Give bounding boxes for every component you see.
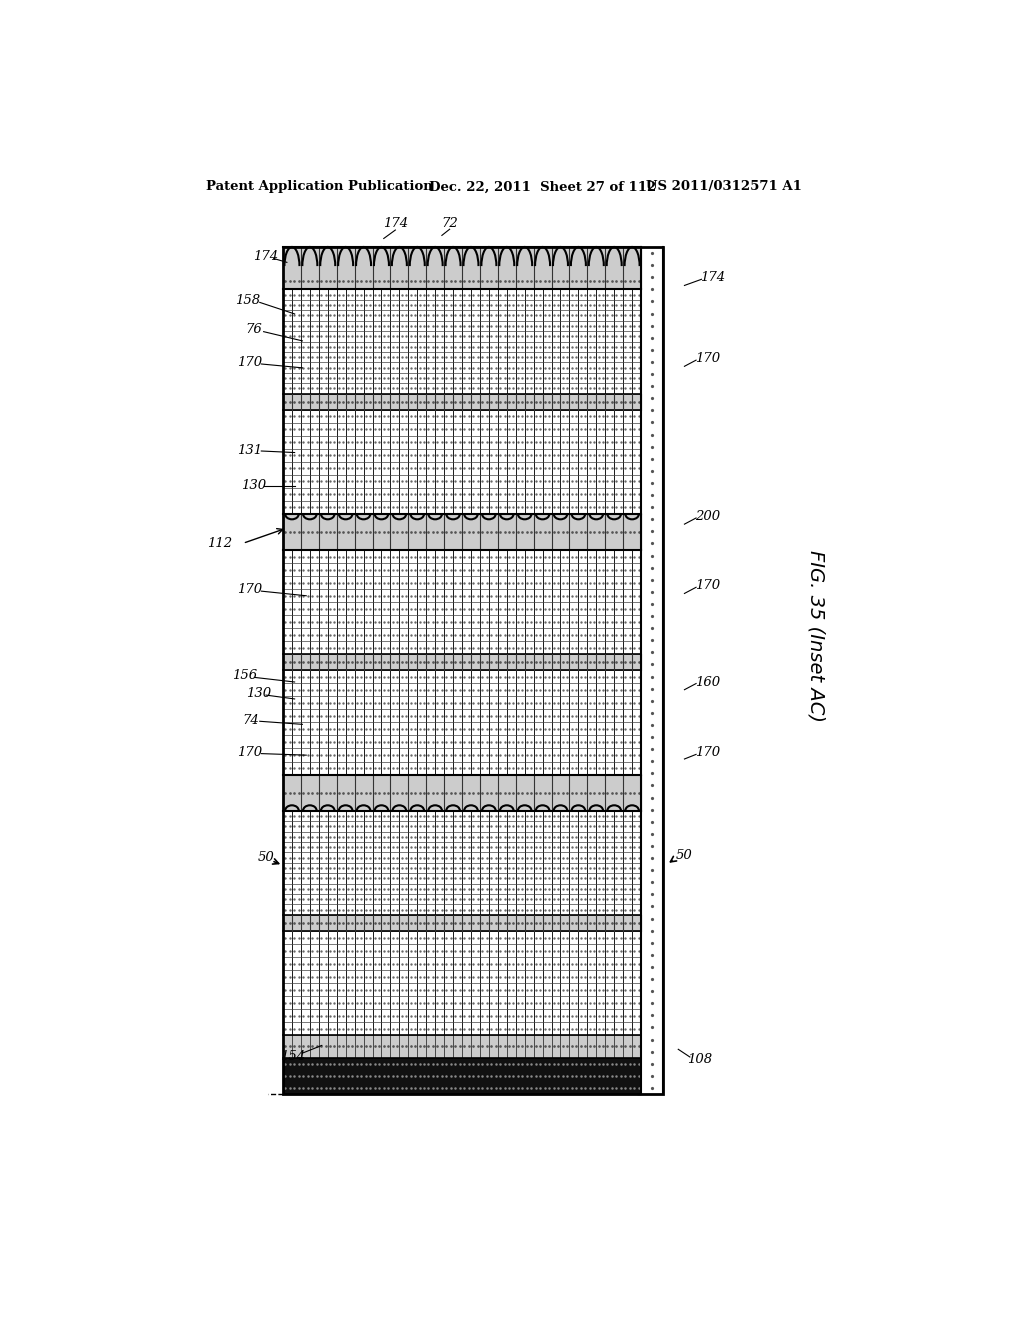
Text: 131: 131 xyxy=(238,445,262,458)
Bar xyxy=(283,655,641,671)
Bar xyxy=(283,550,641,655)
Bar xyxy=(283,247,663,1094)
Text: 74: 74 xyxy=(242,714,259,727)
Text: 170: 170 xyxy=(238,356,262,370)
Bar xyxy=(283,931,641,1035)
Bar xyxy=(283,409,641,513)
Text: Dec. 22, 2011  Sheet 27 of 112: Dec. 22, 2011 Sheet 27 of 112 xyxy=(429,181,656,194)
Text: 170: 170 xyxy=(238,583,262,597)
Bar xyxy=(283,1035,641,1057)
Text: 112: 112 xyxy=(207,537,232,550)
Bar xyxy=(283,513,641,550)
Text: 174: 174 xyxy=(383,218,408,231)
Text: 170: 170 xyxy=(695,746,720,759)
Text: 156: 156 xyxy=(231,669,257,682)
Text: 158: 158 xyxy=(236,294,261,308)
Text: 108: 108 xyxy=(687,1053,713,1065)
Bar xyxy=(283,247,663,1094)
Text: 50: 50 xyxy=(676,849,693,862)
Text: Patent Application Publication: Patent Application Publication xyxy=(206,181,432,194)
Text: 76: 76 xyxy=(245,323,262,335)
Bar xyxy=(283,1057,641,1094)
Text: 50: 50 xyxy=(258,851,274,865)
Text: 174: 174 xyxy=(700,271,726,284)
Bar xyxy=(283,775,641,810)
Text: 170: 170 xyxy=(695,579,720,593)
Text: 72: 72 xyxy=(441,218,458,231)
Text: 160: 160 xyxy=(695,676,720,689)
Text: 130: 130 xyxy=(241,479,266,492)
Bar xyxy=(283,915,641,931)
Bar xyxy=(283,810,641,915)
Text: 130: 130 xyxy=(246,686,270,700)
Text: 170: 170 xyxy=(695,352,720,366)
Text: 174: 174 xyxy=(253,249,278,263)
Text: 154: 154 xyxy=(281,1051,305,1064)
Bar xyxy=(283,289,641,393)
Text: US 2011/0312571 A1: US 2011/0312571 A1 xyxy=(646,181,802,194)
Bar xyxy=(641,247,663,1094)
Text: 170: 170 xyxy=(238,746,262,759)
Bar xyxy=(283,393,641,409)
Text: FIG. 35 (Inset AC): FIG. 35 (Inset AC) xyxy=(807,550,825,722)
Text: 200: 200 xyxy=(695,510,720,523)
Bar xyxy=(283,671,641,775)
Bar xyxy=(283,247,641,289)
